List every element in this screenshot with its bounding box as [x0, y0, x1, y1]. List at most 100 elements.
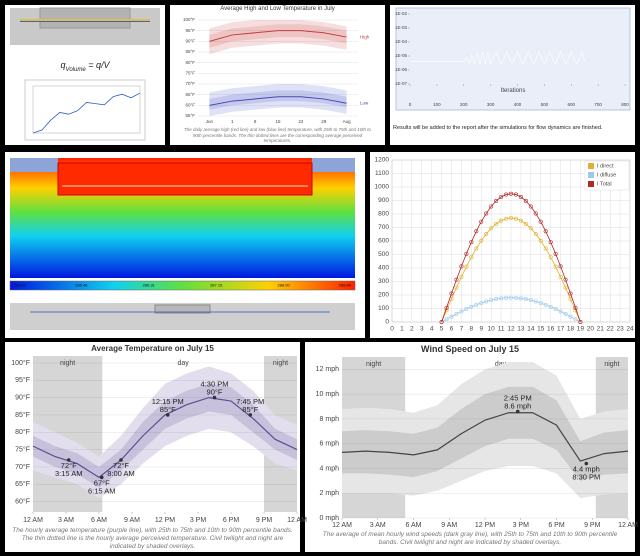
colorbar-label: 287.15 — [210, 283, 223, 288]
x-tick-label: 1 — [231, 119, 234, 124]
marker — [464, 264, 469, 269]
y-tick-label: 90°F — [15, 393, 30, 401]
marker — [513, 216, 518, 221]
y-tick-label: 100°F — [11, 359, 30, 367]
shade-label: day — [178, 360, 190, 367]
x-tick-label: 14 — [527, 326, 535, 333]
formula-equation: = q/V — [88, 60, 110, 70]
caption: The daily average high (red line) and lo… — [183, 127, 372, 144]
y-tick-label: 2 mph — [320, 490, 340, 497]
marker — [489, 226, 494, 231]
y-tick-label: 200 — [378, 292, 389, 299]
marker — [568, 291, 573, 296]
marker — [484, 211, 489, 216]
x-tick-label: 700 — [594, 102, 602, 107]
y-tick-label: 4 mph — [320, 465, 340, 472]
x-tick-label: 17 — [557, 326, 565, 333]
legend-swatch — [588, 163, 594, 169]
marker — [504, 295, 509, 300]
percentile-band — [33, 383, 297, 488]
x-tick-label: 12 AM — [618, 522, 638, 529]
x-tick-label: 4 — [430, 326, 434, 333]
percentile-band — [342, 386, 628, 481]
x-tick-label: 6 AM — [91, 517, 107, 524]
shade-label: night — [60, 360, 75, 367]
marker — [469, 240, 474, 245]
y-tick-label: 1200 — [375, 157, 390, 164]
marker — [489, 204, 494, 209]
formula-subscript: Volume — [65, 66, 86, 73]
marker — [543, 246, 548, 251]
marker — [528, 226, 533, 231]
y-tick-label: 55°F — [185, 113, 195, 118]
x-tick-label: 1 — [400, 326, 404, 333]
x-tick-label: 12 PM — [475, 522, 495, 529]
marker — [454, 311, 459, 316]
y-tick-label: 1E-04 — [395, 39, 408, 44]
x-tick-label: 22 — [607, 326, 615, 333]
x-tick-label: 15 — [275, 119, 281, 124]
marker — [523, 297, 528, 302]
colorbar — [9, 280, 356, 291]
series-line — [32, 92, 141, 134]
marker — [518, 194, 523, 199]
y-tick-label: 1E-06 — [395, 67, 408, 72]
x-tick-label: 12 AM — [287, 517, 307, 524]
marker — [553, 251, 558, 256]
x-tick-label: 3 PM — [513, 522, 530, 529]
marker — [484, 231, 489, 236]
marker — [479, 238, 484, 243]
legend-label: I diffuse — [597, 172, 616, 178]
x-tick-label: 12 PM — [155, 517, 175, 524]
x-tick-label: 5 — [440, 326, 444, 333]
annotation-label: 67°F — [94, 478, 110, 487]
heatmap-air — [10, 158, 58, 172]
marker — [533, 299, 538, 304]
annotation-dot — [99, 475, 104, 480]
marker — [499, 296, 504, 301]
x-tick-label: 3 AM — [58, 517, 74, 524]
y-tick-label: 12 mph — [316, 366, 339, 373]
x-tick-label: 23 — [616, 326, 624, 333]
annotation-label: 6:15 AM — [88, 486, 116, 495]
marker — [484, 299, 489, 304]
marker — [454, 277, 459, 282]
y-tick-label: 60°F — [15, 497, 30, 505]
percentile-band — [209, 90, 347, 110]
x-tick-label: 7 — [460, 326, 464, 333]
y-tick-label: 700 — [378, 224, 389, 231]
y-tick-label: 8 mph — [320, 416, 340, 423]
series-line — [441, 217, 581, 323]
y-tick-label: 100 — [378, 305, 389, 312]
marker — [459, 309, 464, 314]
legend-swatch — [588, 181, 594, 187]
marker — [444, 305, 449, 310]
marker — [508, 191, 513, 196]
annotation-label: 72°F — [61, 461, 77, 470]
marker — [474, 302, 479, 307]
marker — [553, 264, 558, 269]
x-tick-label: 200 — [460, 102, 468, 107]
y-tick-label: 85°F — [15, 411, 30, 419]
series-line — [209, 96, 347, 106]
annotation-dot — [248, 413, 253, 417]
marker — [474, 229, 479, 234]
marker — [459, 264, 464, 269]
marker — [504, 192, 509, 197]
series-line — [410, 50, 585, 66]
x-tick-label: 6 — [450, 326, 454, 333]
formula: qVolume = q/V — [5, 60, 165, 74]
x-tick-label: 9 AM — [441, 522, 457, 529]
marker — [523, 198, 528, 203]
marker — [479, 300, 484, 305]
marker — [563, 277, 568, 282]
x-tick-label: 3 AM — [370, 522, 386, 529]
y-tick-label: 0 mph — [320, 515, 340, 522]
marker — [568, 314, 573, 319]
y-tick-label: 80°F — [185, 60, 195, 65]
legend-swatch — [588, 172, 594, 178]
series-line — [341, 412, 629, 462]
x-tick-label: 20 — [587, 326, 595, 333]
plot-background — [395, 7, 631, 111]
y-tick-label: 75°F — [185, 71, 195, 76]
